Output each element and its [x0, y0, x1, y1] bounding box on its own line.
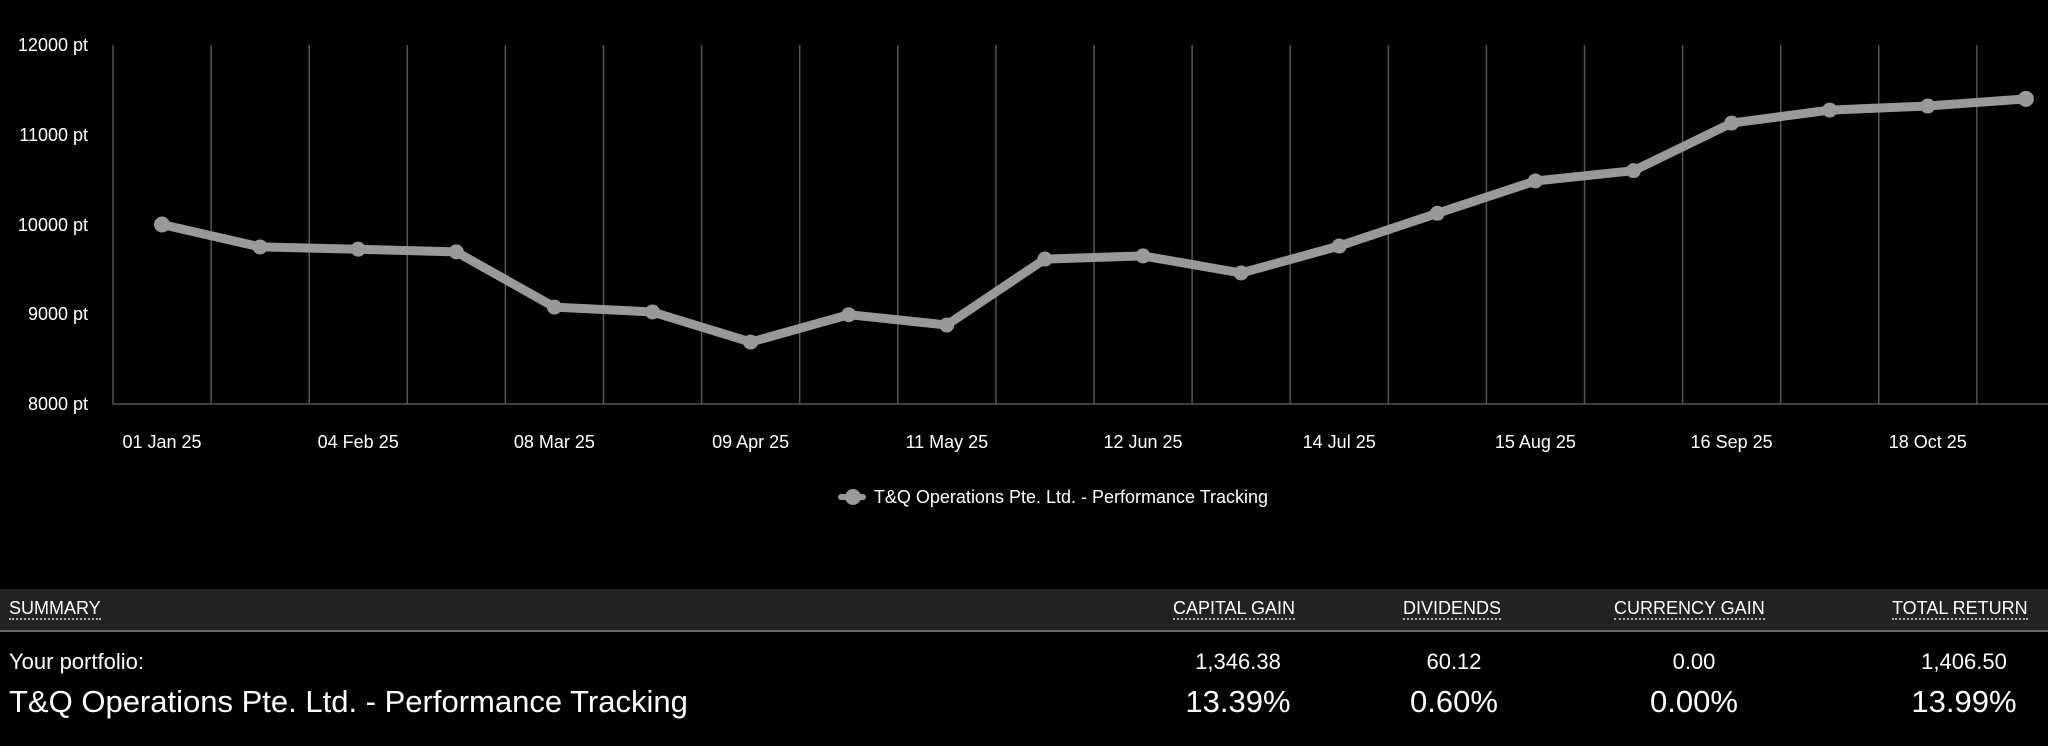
data-point[interactable] [743, 334, 759, 350]
y-tick-label: 8000 pt [27, 394, 88, 414]
header-capital-gain[interactable]: CAPITAL GAIN [1173, 598, 1296, 620]
header-dividends[interactable]: DIVIDENDS [1403, 598, 1502, 620]
data-point[interactable] [1037, 251, 1053, 267]
data-point[interactable] [1626, 163, 1641, 179]
x-tick-label: 16 Sep 25 [1690, 432, 1773, 452]
y-tick-label: 12000 pt [17, 35, 88, 55]
currency-gain-value: 0.00 [1672, 649, 1716, 674]
x-tick-label: 18 Oct 25 [1888, 432, 1967, 452]
portfolio-name: T&Q Operations Pte. Ltd. - Performance T… [9, 684, 688, 719]
data-point[interactable] [1822, 102, 1838, 118]
x-tick-label: 14 Jul 25 [1302, 432, 1376, 452]
x-tick-label: 01 Jan 25 [122, 432, 202, 452]
data-point[interactable] [546, 299, 562, 315]
currency-gain-percent: 0.00% [1650, 684, 1738, 719]
summary-table: SUMMARY CAPITAL GAIN DIVIDENDS CURRENCY … [0, 589, 2048, 719]
performance-chart: 12000 pt 11000 pt 10000 pt 9000 pt 8000 pt 0… [0, 35, 2048, 509]
y-tick-label: 10000 pt [17, 214, 88, 235]
x-tick-label: 04 Feb 25 [317, 432, 399, 452]
data-point[interactable] [2017, 90, 2034, 107]
total-return-percent: 13.99% [1911, 684, 2017, 719]
legend-line-marker-icon [837, 489, 866, 505]
capital-gain-value: 1,346.38 [1195, 649, 1281, 674]
dividends-percent: 0.60% [1410, 684, 1498, 719]
legend-label: T&Q Operations Pte. Ltd. - Performance T… [873, 487, 1269, 507]
x-tick-label: 12 Jun 25 [1103, 432, 1183, 452]
data-point[interactable] [841, 307, 857, 323]
y-tick-label: 9000 pt [27, 304, 88, 325]
legend-item[interactable]: T&Q Operations Pte. Ltd. - Performance T… [837, 486, 1269, 508]
dividends-value: 60.12 [1426, 649, 1482, 674]
chart-legend: T&Q Operations Pte. Ltd. - Performance T… [0, 486, 2048, 509]
data-point[interactable] [1429, 205, 1445, 221]
data-point[interactable] [1527, 173, 1543, 189]
data-point[interactable] [939, 317, 955, 333]
data-point[interactable] [252, 239, 268, 255]
data-point[interactable] [1920, 98, 1936, 114]
data-point[interactable] [448, 244, 464, 260]
x-tick-label: 08 Mar 25 [513, 432, 595, 452]
portfolio-label: Your portfolio: [9, 649, 144, 674]
chart-plot [112, 45, 2048, 405]
header-total-return[interactable]: TOTAL RETURN [1892, 598, 2028, 620]
data-point[interactable] [1331, 238, 1347, 254]
data-point[interactable] [350, 241, 366, 257]
summary-header-row: SUMMARY CAPITAL GAIN DIVIDENDS CURRENCY … [0, 589, 2048, 632]
header-summary[interactable]: SUMMARY [9, 598, 101, 620]
y-tick-label: 11000 pt [19, 124, 88, 145]
x-tick-label: 11 May 25 [905, 432, 989, 452]
x-tick-label: 15 Aug 25 [1494, 432, 1576, 452]
capital-gain-percent: 13.39% [1185, 684, 1291, 719]
data-point[interactable] [1233, 265, 1249, 281]
total-return-value: 1,406.50 [1921, 649, 2007, 674]
header-currency-gain[interactable]: CURRENCY GAIN [1614, 598, 1765, 620]
data-point[interactable] [1135, 248, 1151, 264]
series-line [160, 94, 2027, 347]
data-point[interactable] [154, 216, 170, 233]
data-point[interactable] [1724, 115, 1740, 131]
x-tick-label: 09 Apr 25 [712, 432, 790, 452]
data-point[interactable] [645, 304, 660, 320]
